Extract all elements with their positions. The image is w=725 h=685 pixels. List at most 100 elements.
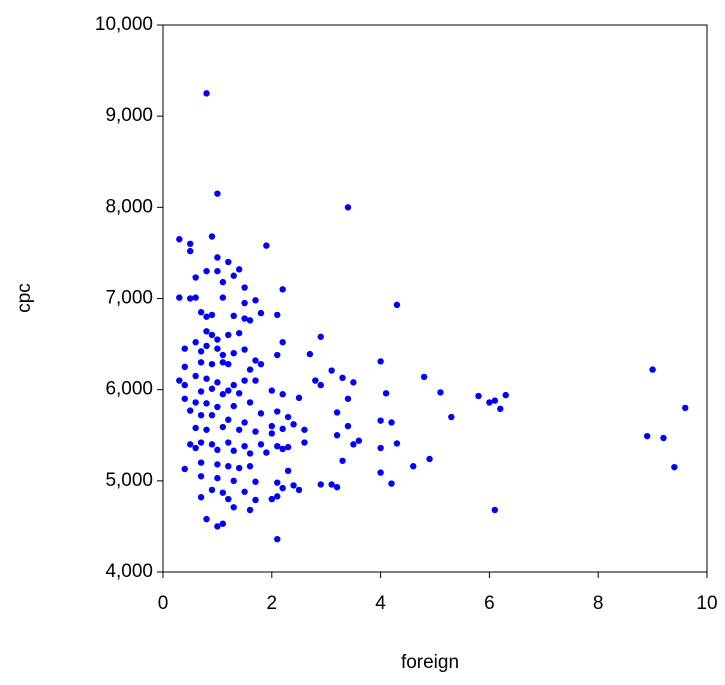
point xyxy=(274,535,281,543)
point xyxy=(284,443,292,451)
point xyxy=(203,515,210,523)
point xyxy=(284,413,292,421)
point xyxy=(333,484,341,491)
point xyxy=(230,504,237,511)
point xyxy=(279,391,286,398)
x-tick-label: 0 xyxy=(158,593,169,614)
y-tick-label: 10,000 xyxy=(95,14,153,35)
point xyxy=(274,408,281,415)
point xyxy=(214,461,221,468)
point xyxy=(491,397,499,404)
point xyxy=(214,267,221,275)
point xyxy=(328,367,335,374)
point xyxy=(241,488,248,495)
point xyxy=(203,313,210,320)
point xyxy=(410,463,417,470)
point xyxy=(197,473,205,480)
point xyxy=(187,295,194,302)
point xyxy=(203,342,210,350)
point xyxy=(257,410,265,417)
point xyxy=(203,400,210,407)
point xyxy=(649,366,656,373)
point xyxy=(279,484,286,492)
x-axis-title: foreign xyxy=(401,652,459,673)
point xyxy=(257,309,265,317)
point xyxy=(219,294,227,301)
y-tick-label: 5,000 xyxy=(105,470,153,491)
x-tick-label: 10 xyxy=(696,593,717,614)
point xyxy=(176,294,183,301)
point xyxy=(241,299,248,307)
point xyxy=(682,404,689,412)
point xyxy=(241,346,248,353)
point xyxy=(192,372,199,380)
point xyxy=(235,390,243,397)
point xyxy=(235,464,243,472)
point xyxy=(219,489,227,496)
y-axis-title: cpc xyxy=(14,283,35,313)
point xyxy=(317,481,324,488)
x-tick-label: 4 xyxy=(375,593,386,614)
point xyxy=(187,441,194,448)
point xyxy=(252,478,259,485)
point xyxy=(219,391,227,398)
y-tick-label: 4,000 xyxy=(105,561,153,582)
point xyxy=(268,495,275,503)
point xyxy=(344,395,352,402)
point xyxy=(475,392,482,400)
point xyxy=(279,445,286,453)
point xyxy=(257,360,265,368)
point xyxy=(219,359,227,366)
point xyxy=(274,442,281,450)
point xyxy=(208,385,216,392)
point xyxy=(290,421,297,428)
point xyxy=(235,266,243,273)
point xyxy=(491,506,499,514)
point xyxy=(246,450,254,457)
point xyxy=(230,312,237,320)
point xyxy=(214,523,221,530)
point xyxy=(219,278,227,286)
point xyxy=(230,350,237,357)
point xyxy=(333,409,341,416)
point xyxy=(187,240,194,247)
point xyxy=(263,449,270,456)
point xyxy=(197,348,205,355)
point xyxy=(225,416,232,423)
point xyxy=(317,333,324,340)
point xyxy=(268,422,275,430)
point xyxy=(219,520,227,527)
point xyxy=(241,419,248,426)
point xyxy=(246,399,254,406)
y-tick-label: 8,000 xyxy=(105,196,153,217)
point xyxy=(246,463,254,470)
x-tick-label: 8 xyxy=(593,593,604,614)
point xyxy=(350,441,357,448)
point xyxy=(257,441,265,448)
point xyxy=(225,331,232,339)
point xyxy=(671,463,678,471)
point xyxy=(268,430,275,437)
point xyxy=(208,311,216,319)
point xyxy=(279,425,286,433)
point xyxy=(208,441,216,448)
point xyxy=(290,482,297,489)
point xyxy=(214,474,221,482)
point xyxy=(192,339,199,346)
point xyxy=(279,286,286,293)
point xyxy=(241,284,248,291)
point xyxy=(230,402,237,410)
point xyxy=(208,233,216,240)
point xyxy=(339,457,346,464)
point xyxy=(176,377,183,384)
point xyxy=(219,423,227,431)
point xyxy=(306,350,314,358)
point xyxy=(203,426,210,433)
point xyxy=(295,394,303,402)
point xyxy=(230,381,237,389)
point xyxy=(235,329,243,337)
point xyxy=(181,363,188,371)
point xyxy=(317,381,324,389)
point xyxy=(230,272,237,279)
point xyxy=(252,377,259,384)
